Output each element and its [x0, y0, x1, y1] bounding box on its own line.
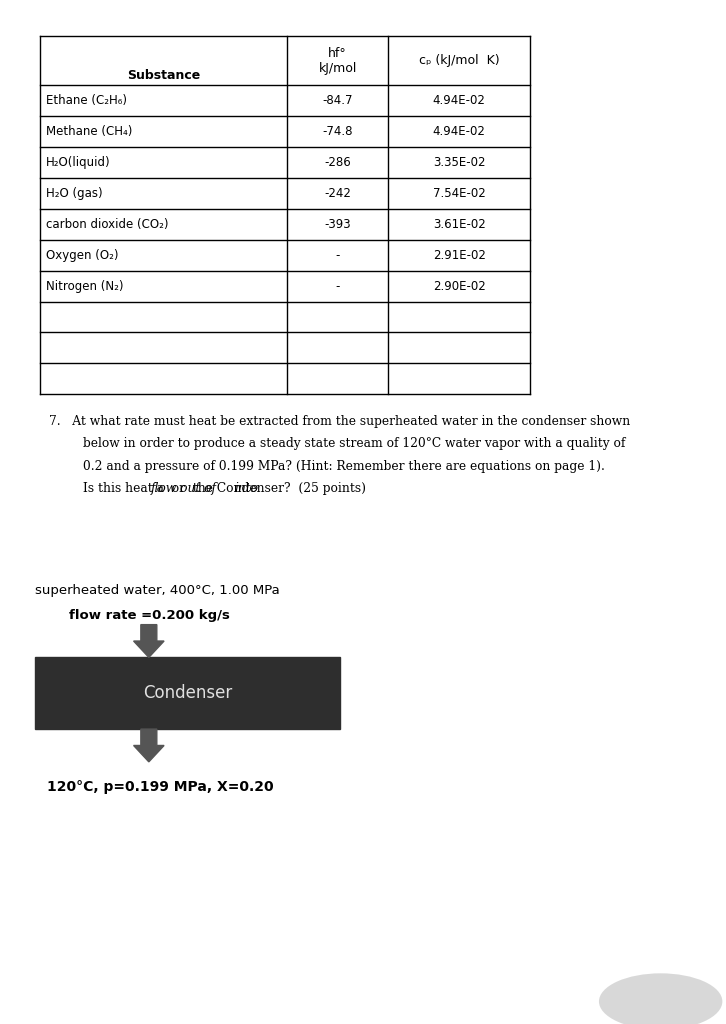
Text: Is this heat a ​​​​​​​​​​​​​​​​​​​​​​​​​​​​​​​​​​​​​​​​​​​​ or ​​​​​​​​​​​​​​​​​: Is this heat a ​​​​​​​​​​​​​​​​​​​​​​​​​…	[83, 482, 367, 496]
Polygon shape	[134, 625, 164, 657]
Text: Ethane (C₂H₆): Ethane (C₂H₆)	[46, 94, 127, 108]
Text: Methane (CH₄): Methane (CH₄)	[46, 125, 132, 138]
Text: -286: -286	[325, 156, 351, 169]
Ellipse shape	[599, 973, 722, 1024]
Text: -242: -242	[324, 187, 351, 200]
Text: Condenser: Condenser	[143, 684, 232, 702]
Text: Oxygen (O₂): Oxygen (O₂)	[46, 249, 118, 262]
Text: flow rate =0.200 kg/s: flow rate =0.200 kg/s	[69, 609, 230, 623]
Text: 0.2 and a pressure of 0.199 MPa? (​Hint: Remember there are equations on page 1): 0.2 and a pressure of 0.199 MPa? (​Hint:…	[83, 460, 605, 473]
Text: 3.35E-02: 3.35E-02	[433, 156, 486, 169]
Text: H₂O (gas): H₂O (gas)	[46, 187, 102, 200]
Text: Substance: Substance	[127, 69, 200, 82]
Bar	[35, 657, 340, 729]
Text: carbon dioxide (CO₂): carbon dioxide (CO₂)	[46, 218, 168, 230]
Text: superheated water, 400°C, 1.00 MPa: superheated water, 400°C, 1.00 MPa	[35, 584, 280, 597]
Text: into: into	[235, 482, 259, 496]
Text: 2.90E-02: 2.90E-02	[433, 280, 486, 293]
Text: cₚ (kJ/mol  K): cₚ (kJ/mol K)	[419, 54, 499, 67]
Polygon shape	[134, 729, 164, 762]
Text: 3.61E-02: 3.61E-02	[433, 218, 486, 230]
Text: 7.   At what rate must heat be extracted from the superheated water in the conde: 7. At what rate must heat be extracted f…	[49, 415, 631, 428]
Text: -: -	[335, 280, 340, 293]
Text: -: -	[335, 249, 340, 262]
Text: Nitrogen (N₂): Nitrogen (N₂)	[46, 280, 123, 293]
Text: hf°
kJ/mol: hf° kJ/mol	[319, 46, 356, 75]
Text: flow out of: flow out of	[151, 482, 217, 496]
Text: 4.94E-02: 4.94E-02	[433, 94, 486, 108]
Text: 4.94E-02: 4.94E-02	[433, 125, 486, 138]
Text: -84.7: -84.7	[322, 94, 353, 108]
Text: 120°C, p=0.199 MPa, X=0.20: 120°C, p=0.199 MPa, X=0.20	[47, 780, 274, 795]
Text: 2.91E-02: 2.91E-02	[433, 249, 486, 262]
Text: below in order to produce a steady state stream of 120°C water vapor with a qual: below in order to produce a steady state…	[83, 437, 626, 451]
Text: 7.54E-02: 7.54E-02	[433, 187, 486, 200]
Text: -74.8: -74.8	[322, 125, 353, 138]
Text: H₂O(liquid): H₂O(liquid)	[46, 156, 110, 169]
Text: -393: -393	[325, 218, 351, 230]
